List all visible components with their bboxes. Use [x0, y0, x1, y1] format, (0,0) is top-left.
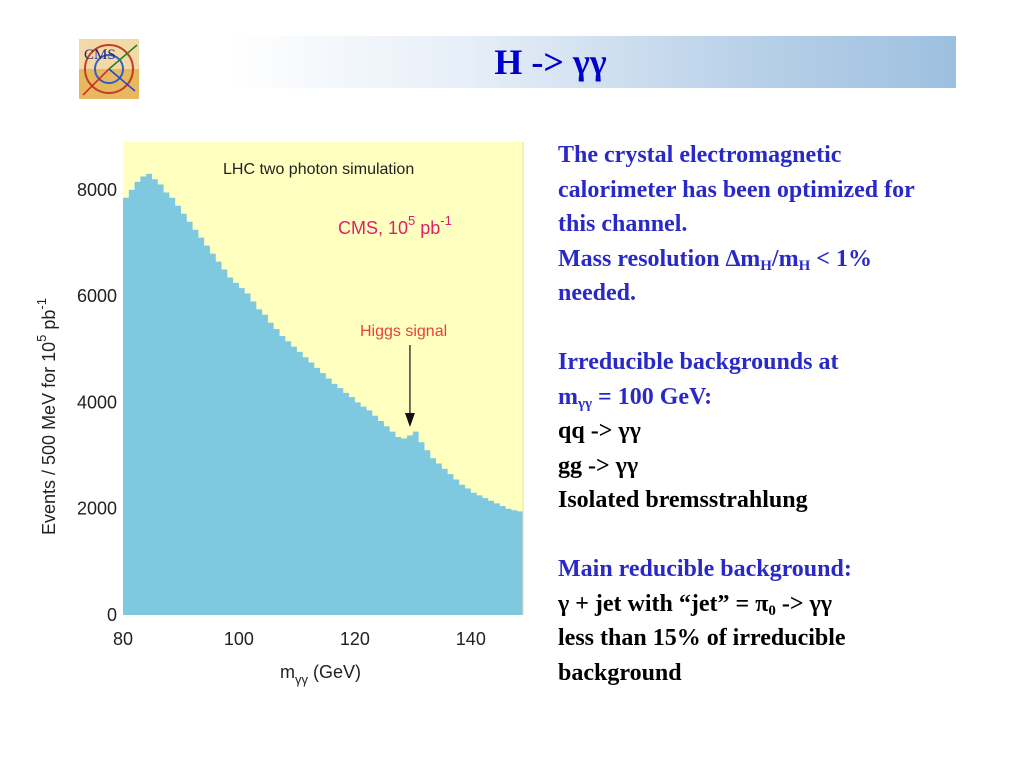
- text-panel: The crystal electromagnetic calorimeter …: [558, 138, 998, 690]
- luminosity-annotation: CMS, 105 pb-1: [338, 213, 452, 238]
- p4-line1: qq -> γγ: [558, 418, 641, 444]
- y-tick-label-0: 0: [107, 605, 117, 625]
- higgs-signal-label: Higgs signal: [360, 323, 447, 340]
- x-tick-label-80: 80: [113, 629, 133, 649]
- p6-line2: less than 15% of irreducible: [558, 625, 846, 651]
- y-axis-label: Events / 500 MeV for 105 pb-1: [34, 298, 59, 535]
- chart: 80 100 120 140 0 2000 4000 6000 8000 LHC two ph…: [34, 142, 524, 687]
- ylabel-main: Events / 500 MeV for 10: [39, 342, 59, 535]
- y-axis-ticks: 0 2000 4000 6000 8000: [77, 180, 117, 625]
- p1-line2: calorimeter has been optimized for: [558, 176, 915, 203]
- p3-line2: mγγ = 100 GeV:: [558, 383, 713, 412]
- xlabel-sub: γγ: [295, 672, 309, 687]
- y-tick-label-2000: 2000: [77, 499, 117, 519]
- p1-line3: this channel.: [558, 211, 688, 237]
- x-tick-label-140: 140: [456, 629, 486, 649]
- lumi-prefix: CMS, 10: [338, 218, 408, 238]
- p6-line3: background: [558, 659, 682, 686]
- p1-line1: The crystal electromagnetic: [558, 142, 842, 168]
- p5-line1: Main reducible background:: [558, 556, 852, 582]
- x-axis-ticks: 80 100 120 140: [113, 629, 486, 649]
- y-tick-label-4000: 4000: [77, 392, 117, 412]
- p4-line2: gg -> γγ: [558, 452, 639, 479]
- cms-logo: CMS: [79, 39, 139, 99]
- title-bar: H -> γγ: [145, 36, 956, 88]
- ylabel-exp2: -1: [34, 298, 49, 310]
- ylabel-exp1: 5: [34, 335, 49, 342]
- lumi-exp2: -1: [440, 213, 452, 228]
- xlabel-main: m: [280, 662, 295, 682]
- slide-title: H -> γγ: [494, 42, 607, 82]
- y-tick-label-8000: 8000: [77, 180, 117, 200]
- chart-title: LHC two photon simulation: [223, 161, 414, 178]
- histogram-area: [123, 173, 523, 615]
- p3-line1: Irreducible backgrounds at: [558, 349, 839, 375]
- xlabel-unit: (GeV): [308, 662, 361, 682]
- y-tick-label-6000: 6000: [77, 286, 117, 306]
- higgs-signal-arrowhead: [404, 413, 415, 427]
- lumi-unit: pb: [415, 218, 440, 238]
- logo-text: CMS: [84, 47, 116, 63]
- x-tick-label-120: 120: [340, 629, 370, 649]
- p6-line1: γ + jet with “jet” = π0 -> γγ: [558, 590, 832, 619]
- mass-resolution-line: Mass resolution ∆mH/mH < 1%: [558, 245, 872, 274]
- ylabel-unit: pb: [39, 310, 59, 335]
- x-axis-label: mγγ (GeV): [280, 662, 361, 687]
- p2-line2: needed.: [558, 280, 636, 306]
- x-tick-label-100: 100: [224, 629, 254, 649]
- p4-line3: Isolated bremsstrahlung: [558, 487, 808, 513]
- lumi-exp1: 5: [408, 213, 415, 228]
